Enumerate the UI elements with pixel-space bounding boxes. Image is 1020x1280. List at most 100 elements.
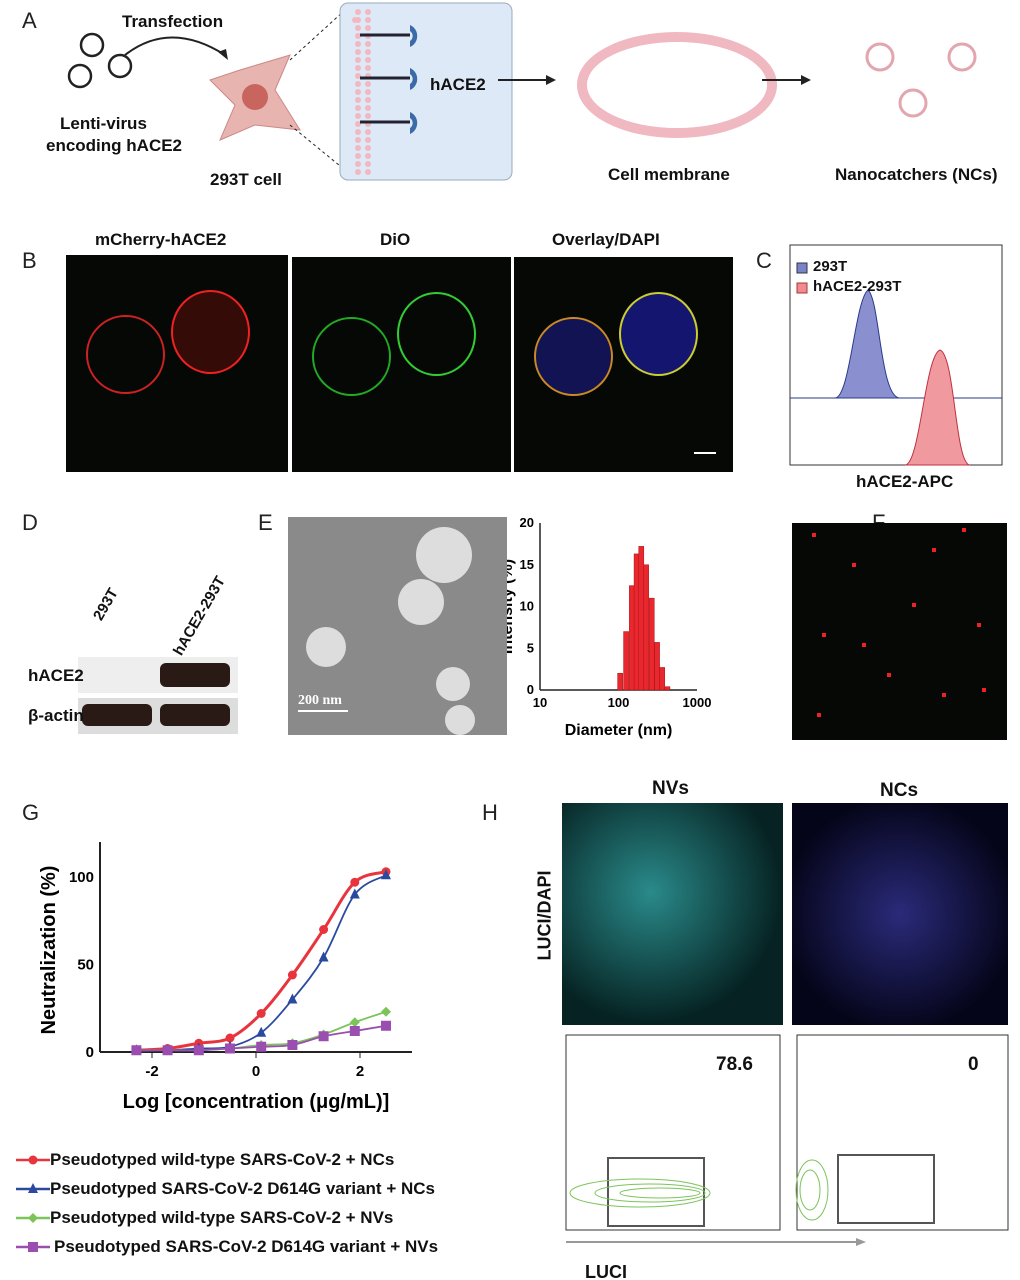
histogram-bar <box>648 597 655 691</box>
lipid-bead <box>355 105 361 111</box>
lipid-bead <box>355 169 361 175</box>
panel-label-d: D <box>22 510 38 535</box>
nanocatchers-label: Nanocatchers (NCs) <box>835 165 998 184</box>
data-point <box>131 1045 142 1056</box>
cell-membrane-vesicle <box>577 32 777 138</box>
lipid-bead <box>355 17 361 23</box>
y-tick-label: 0 <box>86 1044 94 1061</box>
lipid-bead <box>365 153 371 159</box>
h-value-ncs: 0 <box>968 1054 979 1075</box>
y-tick-label: 15 <box>520 557 534 572</box>
particle <box>977 623 981 627</box>
micrograph-mcherry <box>66 255 288 472</box>
micrograph-overlay <box>514 257 733 472</box>
lipid-bead <box>365 17 371 23</box>
c-legend-hace2: hACE2-293T <box>813 278 902 295</box>
legend-symbol <box>28 1242 38 1252</box>
data-point <box>350 877 360 887</box>
transfection-arrow <box>124 36 226 56</box>
data-point <box>381 869 391 880</box>
legend-symbol <box>28 1213 38 1223</box>
histogram-bar <box>654 642 660 691</box>
lentivirus-label-2: encoding hACE2 <box>46 136 183 155</box>
lipid-bead <box>355 121 361 127</box>
data-point <box>381 1020 391 1031</box>
lipid-bead <box>365 145 371 151</box>
particle <box>962 528 966 532</box>
particle <box>912 603 916 607</box>
plasmid-icons <box>67 32 133 89</box>
h-title-ncs: NCs <box>880 780 919 801</box>
h-value-nvs: 78.6 <box>716 1054 753 1075</box>
data-point <box>287 970 297 980</box>
legend-entry: Pseudotyped wild-type SARS-CoV-2 + NCs <box>50 1150 395 1169</box>
lipid-bead <box>365 65 371 71</box>
c-legend-293t: 293T <box>813 258 848 275</box>
data-point <box>318 951 329 962</box>
x-tick-label: 1000 <box>683 695 712 710</box>
particle <box>862 643 866 647</box>
lipid-bead <box>355 89 361 95</box>
particle <box>932 548 936 552</box>
tem-image: 200 nm <box>288 517 507 735</box>
histogram-bar <box>633 553 640 691</box>
lipid-bead <box>355 97 361 103</box>
lentivirus-label: Lenti-virus <box>60 114 147 133</box>
lipid-bead <box>355 161 361 167</box>
gate-ncs <box>837 1154 935 1224</box>
d-row-hace2: hACE2 <box>28 666 84 685</box>
transfection-label: Transfection <box>122 12 224 31</box>
legend-symbol <box>28 1155 38 1165</box>
x-tick-label: -2 <box>145 1063 158 1080</box>
data-point <box>256 1009 266 1018</box>
micrograph-ncs <box>792 523 1007 740</box>
legend-marker <box>16 1155 50 1165</box>
lipid-bead <box>365 25 371 31</box>
lipid-bead <box>355 41 361 47</box>
panel-label-g: G <box>22 800 40 825</box>
panel-label-b: B <box>22 248 37 273</box>
histogram-bar <box>617 673 623 691</box>
y-tick-label: 20 <box>520 515 534 530</box>
lipid-bead <box>365 9 371 15</box>
particle <box>822 633 826 637</box>
legend-marker <box>16 1242 50 1252</box>
histogram-bar <box>638 546 645 691</box>
histogram-bar <box>659 667 665 691</box>
y-tick-label: 5 <box>527 640 534 655</box>
micrograph-dio <box>292 257 511 472</box>
x-tick-label: 10 <box>533 695 547 710</box>
particle <box>887 673 891 677</box>
legend-symbol <box>28 1183 38 1193</box>
lipid-bead <box>365 97 371 103</box>
data-point <box>349 1026 360 1036</box>
membrane-label: Cell membrane <box>608 165 730 184</box>
membrane-zoom-box <box>339 2 513 181</box>
c-xlabel: hACE2-APC <box>856 472 954 491</box>
y-axis-label: Neutralization (%) <box>38 866 60 1035</box>
lipid-bead <box>365 57 371 63</box>
histogram-bar <box>664 686 671 691</box>
particle <box>982 688 986 692</box>
lipid-bead <box>365 161 371 167</box>
lipid-bead <box>355 65 361 71</box>
nanocatcher-icons <box>865 42 977 118</box>
data-point <box>256 1041 267 1052</box>
panel-label-e: E <box>258 510 273 535</box>
lipid-bead <box>365 169 371 175</box>
lipid-bead <box>365 89 371 95</box>
legend-entry: Pseudotyped SARS-CoV-2 D614G variant + N… <box>54 1237 439 1256</box>
lipid-bead <box>355 9 361 15</box>
legend-entry: Pseudotyped wild-type SARS-CoV-2 + NVs <box>50 1208 394 1227</box>
micrograph-ncs-luci <box>792 803 1008 1025</box>
x-tick-label: 0 <box>252 1063 260 1080</box>
legend-marker <box>16 1183 50 1193</box>
micrograph-nvs-luci <box>562 803 783 1025</box>
b-title-2: DiO <box>380 230 411 249</box>
lipid-bead <box>365 41 371 47</box>
data-point <box>349 1017 360 1028</box>
data-point <box>287 993 298 1004</box>
histogram-bar <box>629 585 635 691</box>
b-title-3: Overlay/DAPI <box>552 230 660 249</box>
